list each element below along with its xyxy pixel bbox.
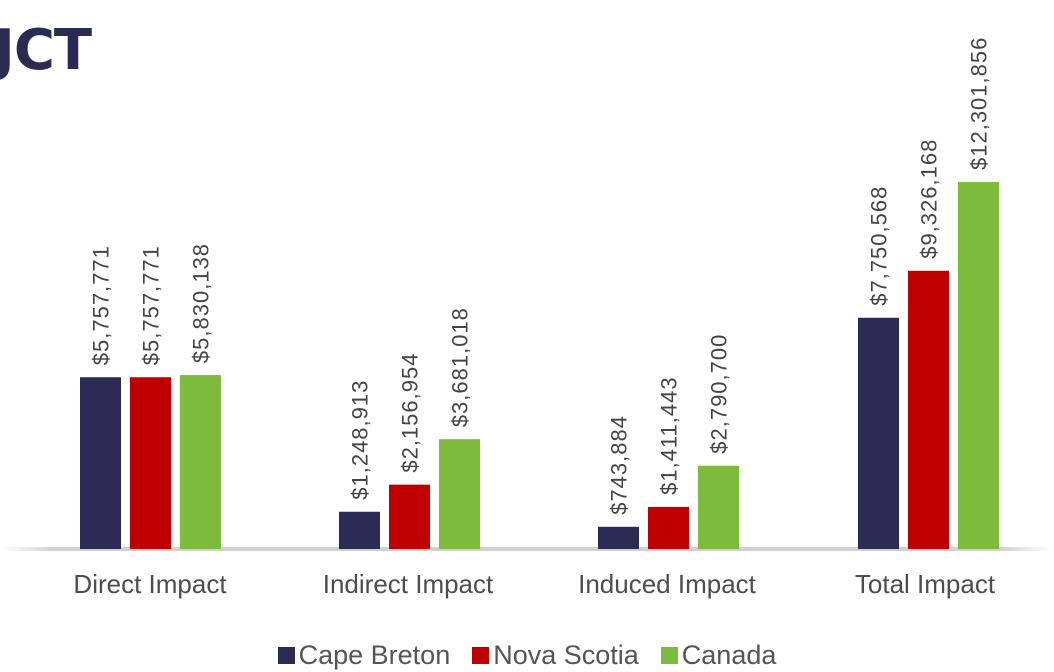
- x-axis-baseline: [0, 547, 1054, 551]
- value-label: $2,156,954: [398, 353, 423, 473]
- bar-canada-0: [180, 375, 221, 549]
- category-label: Induced Impact: [578, 569, 757, 599]
- legend-label: Canada: [681, 639, 777, 670]
- bar-canada-1: [439, 439, 480, 549]
- value-label: $5,757,771: [139, 245, 164, 365]
- value-label: $12,301,856: [967, 37, 992, 170]
- bar-cape-breton-3: [858, 317, 899, 549]
- category-label: Direct Impact: [73, 569, 227, 599]
- bar-cape-breton-2: [598, 526, 639, 549]
- bar-canada-3: [958, 182, 999, 549]
- category-label: Total Impact: [855, 569, 996, 599]
- bar-cape-breton-1: [339, 511, 380, 549]
- legend-label: Nova Scotia: [493, 639, 639, 670]
- bar-chart: $5,757,771 $5,757,771 $5,830,138 $1,248,913…: [0, 37, 1054, 599]
- value-label: $5,757,771: [89, 245, 114, 365]
- legend: Cape Breton Nova Scotia Canada: [0, 638, 1054, 672]
- legend-swatch: [277, 646, 295, 664]
- value-label: $1,411,443: [657, 376, 682, 494]
- page-title: JCT: [0, 18, 92, 83]
- bar-nova-scotia-0: [130, 377, 171, 549]
- bar-nova-scotia-2: [648, 506, 689, 549]
- value-label: $1,248,913: [348, 380, 373, 500]
- legend-item-canada: Canada: [660, 639, 777, 671]
- bar-nova-scotia-3: [908, 270, 949, 549]
- category-label: Indirect Impact: [323, 569, 494, 599]
- legend-swatch: [660, 646, 678, 664]
- legend-item-nova-scotia: Nova Scotia: [472, 640, 639, 671]
- value-label: $3,681,018: [448, 307, 473, 427]
- value-label: $9,326,168: [917, 139, 942, 259]
- value-label: $2,790,700: [707, 334, 732, 454]
- legend-swatch: [472, 646, 490, 664]
- value-label: $7,750,568: [867, 186, 892, 306]
- legend-item-cape-breton: Cape Breton: [277, 639, 451, 671]
- value-label: $5,830,138: [189, 243, 214, 363]
- bar-canada-2: [698, 465, 739, 549]
- legend-label: Cape Breton: [298, 639, 451, 670]
- value-label: $743,884: [607, 415, 632, 515]
- bar-nova-scotia-1: [389, 484, 430, 549]
- bar-cape-breton-0: [80, 377, 121, 549]
